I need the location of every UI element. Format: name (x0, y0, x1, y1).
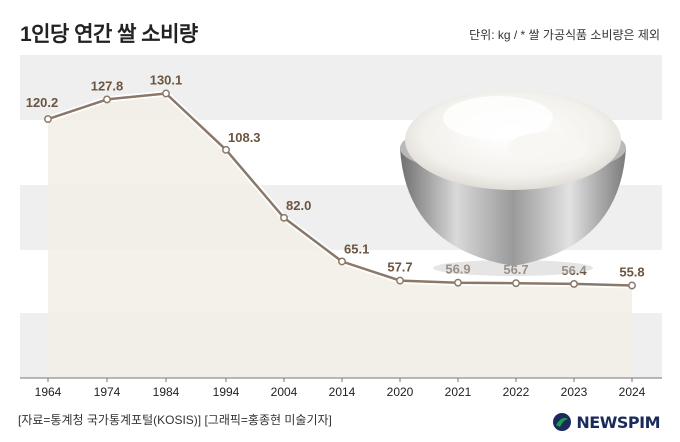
data-point (396, 276, 404, 285)
x-tick-label: 1974 (94, 385, 121, 399)
data-point (338, 257, 346, 266)
x-tick-label: 2004 (271, 385, 298, 399)
data-label: 127.8 (91, 78, 124, 93)
data-label: 65.1 (344, 241, 369, 256)
data-label: 130.1 (150, 73, 183, 88)
data-point (44, 115, 52, 124)
x-tick-label: 2021 (445, 385, 472, 399)
x-tick-label: 2014 (329, 385, 356, 399)
source-credit: [자료=통계청 국가통계포털(KOSIS)] [그래픽=홍종현 미술기자] (18, 413, 332, 427)
unit-note: 단위: kg / * 쌀 가공식품 소비량은 제외 (469, 28, 660, 42)
x-tick-labels: 1964 1974 1984 1994 2004 2014 2020 2021 2022 2023… (35, 385, 646, 399)
data-label: 57.7 (387, 260, 412, 275)
x-tick-label: 2022 (503, 385, 530, 399)
data-label: 120.2 (26, 95, 59, 110)
data-point (570, 279, 578, 288)
logo-text: NEWSPIM (576, 412, 660, 432)
chart-title: 1인당 연간 쌀 소비량 (20, 23, 198, 46)
data-point (222, 145, 230, 154)
data-point (454, 278, 462, 287)
x-tick-label: 1994 (213, 385, 240, 399)
newspim-logo: NEWSPIM (552, 412, 660, 432)
data-point (512, 279, 520, 288)
x-tick-label: 1964 (35, 385, 62, 399)
x-tick-label: 2023 (561, 385, 588, 399)
data-point (628, 281, 636, 290)
data-point (103, 95, 111, 104)
data-point (280, 213, 288, 222)
x-ticks (47, 378, 633, 382)
data-label: 108.3 (228, 130, 261, 145)
data-label: 82.0 (286, 198, 311, 213)
rice-bowl-icon (400, 90, 626, 276)
x-tick-label: 1984 (153, 385, 180, 399)
newspim-logo-icon (553, 413, 572, 431)
data-point (162, 89, 170, 98)
data-label: 55.8 (619, 264, 644, 279)
x-tick-label: 2024 (619, 385, 646, 399)
area-fill (48, 93, 632, 378)
data-points (44, 89, 636, 290)
x-tick-label: 2020 (387, 385, 414, 399)
